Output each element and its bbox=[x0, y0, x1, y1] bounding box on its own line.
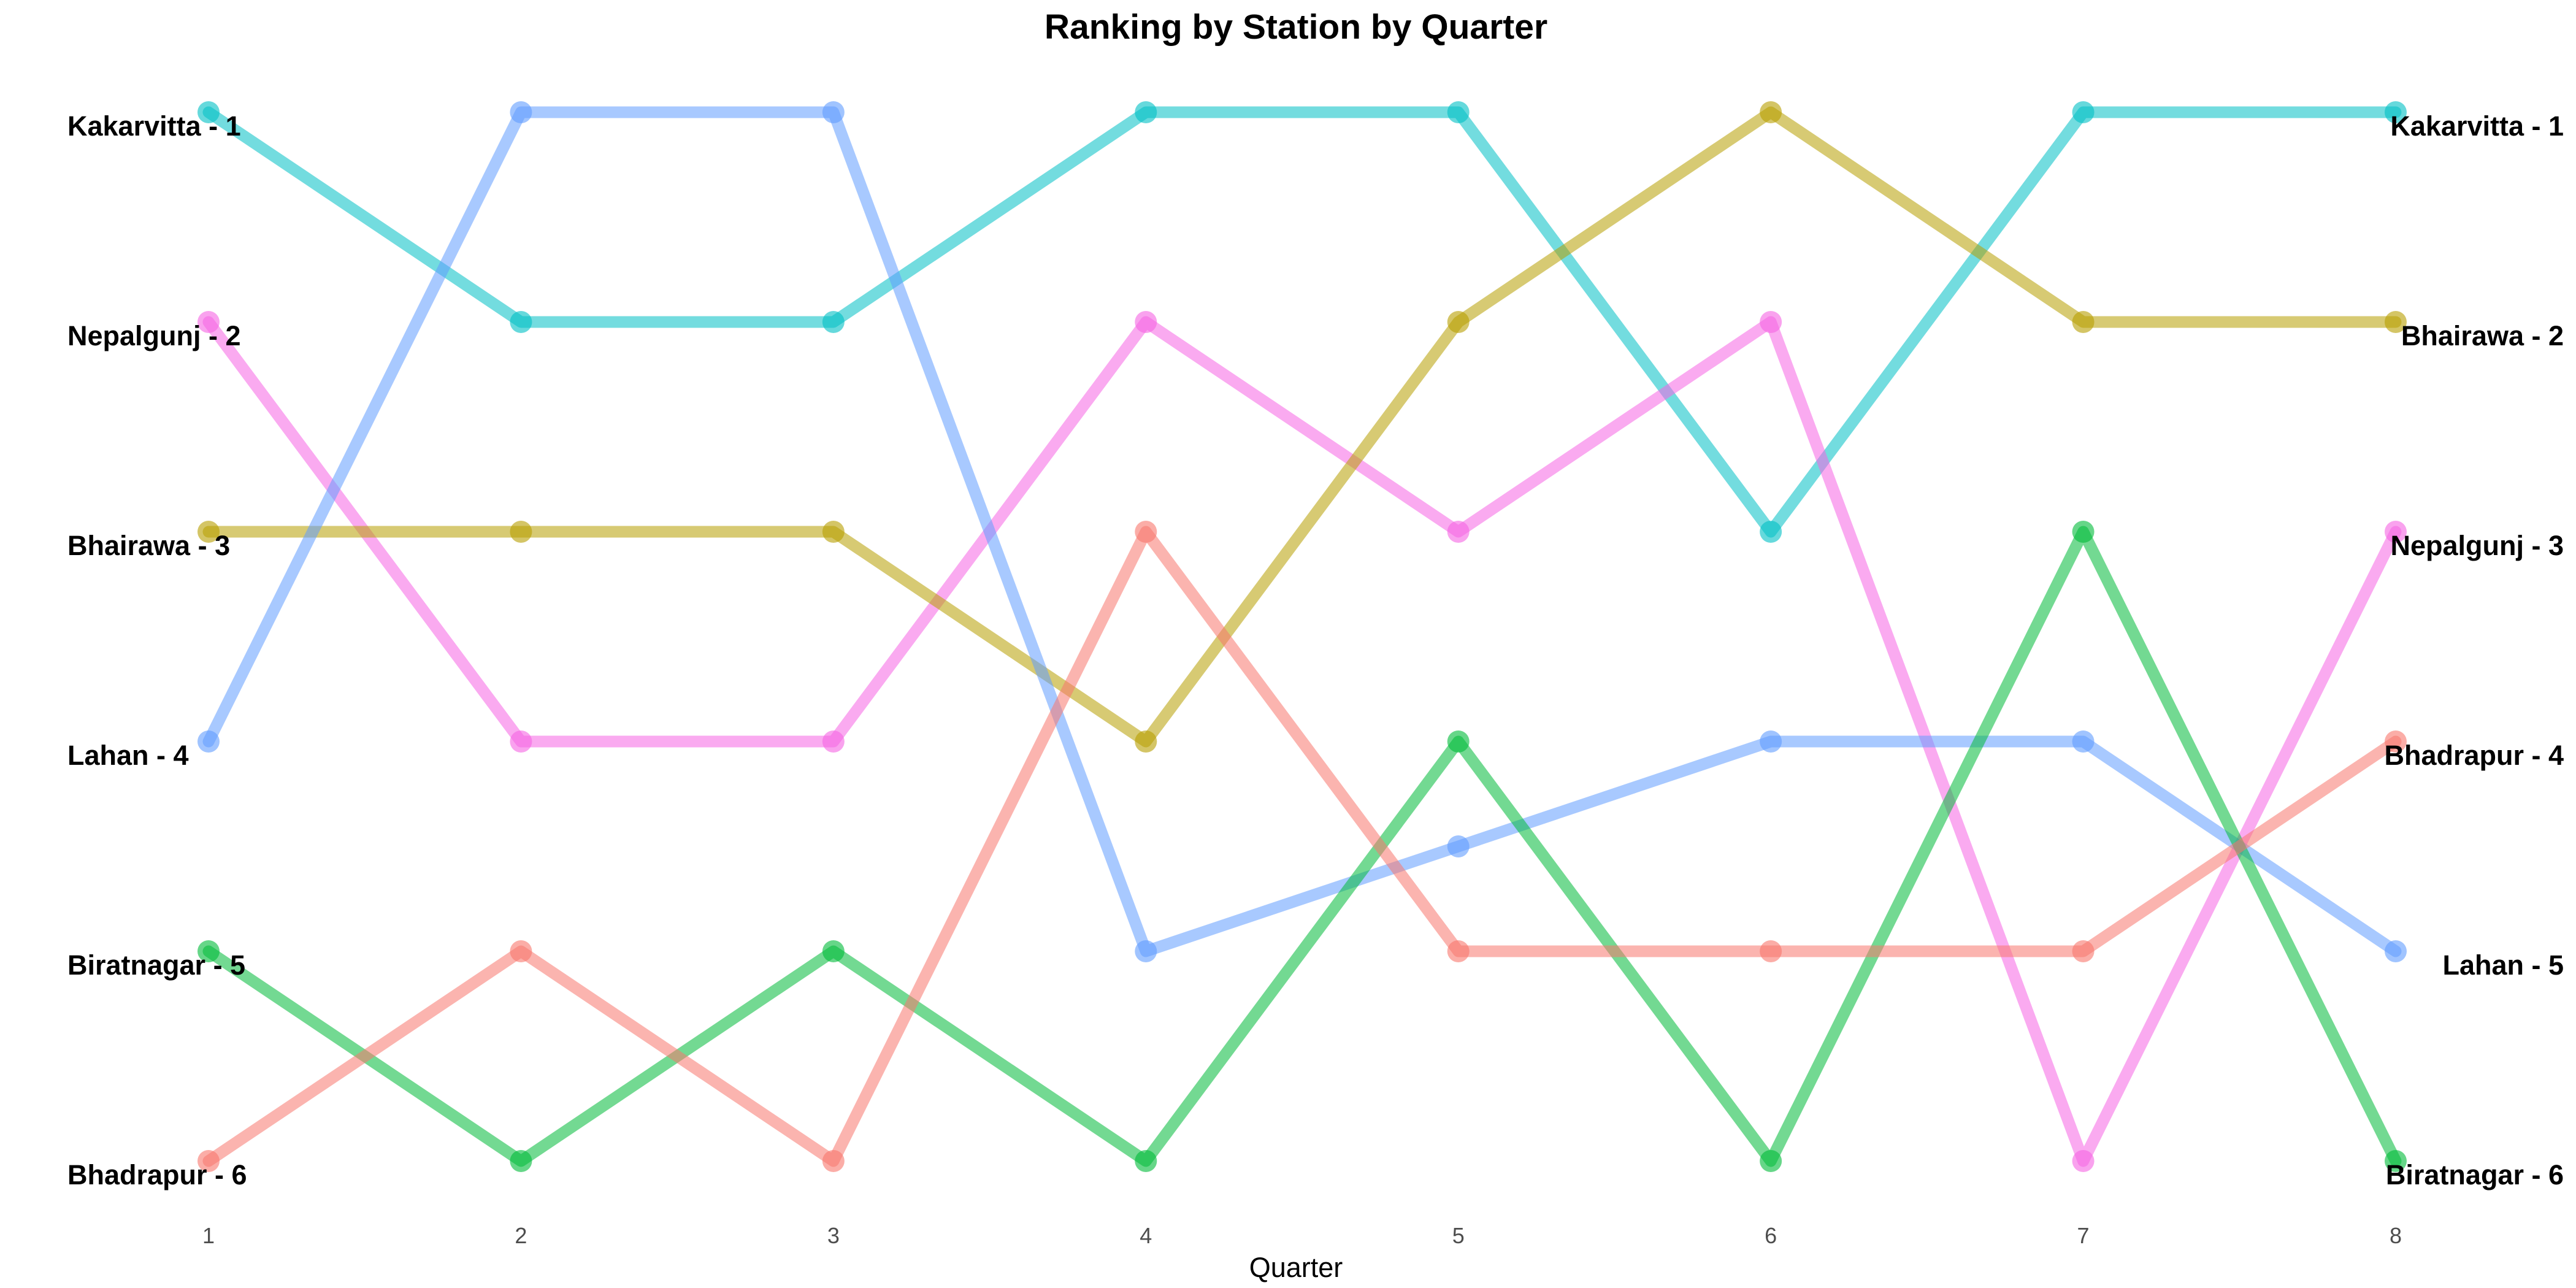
right-rank-label: Lahan - 5 bbox=[2442, 949, 2564, 981]
data-point-bhairawa bbox=[822, 521, 845, 543]
data-point-bhadrapur bbox=[1447, 940, 1470, 962]
x-tick-label: 1 bbox=[202, 1223, 215, 1248]
data-point-bhairawa bbox=[2072, 311, 2095, 333]
data-point-nepalgunj bbox=[1447, 521, 1470, 543]
data-point-nepalgunj bbox=[1135, 311, 1157, 333]
x-tick-label: 7 bbox=[2077, 1223, 2090, 1248]
data-point-biratnagar bbox=[822, 940, 845, 962]
data-point-bhadrapur bbox=[2385, 730, 2407, 753]
x-tick-label: 3 bbox=[827, 1223, 840, 1248]
right-rank-label: Nepalgunj - 3 bbox=[2390, 530, 2564, 561]
data-point-nepalgunj bbox=[2385, 521, 2407, 543]
data-point-bhairawa bbox=[197, 521, 220, 543]
data-point-kakarvitta bbox=[1135, 101, 1157, 123]
data-point-bhadrapur bbox=[1760, 940, 1782, 962]
data-point-bhairawa bbox=[1447, 311, 1470, 333]
right-rank-label: Kakarvitta - 1 bbox=[2390, 110, 2564, 142]
x-tick-label: 2 bbox=[515, 1223, 527, 1248]
left-rank-label: Nepalgunj - 2 bbox=[67, 320, 241, 351]
data-point-lahan bbox=[822, 101, 845, 123]
data-point-bhairawa bbox=[1760, 101, 1782, 123]
data-point-bhairawa bbox=[2385, 311, 2407, 333]
data-point-bhadrapur bbox=[197, 1150, 220, 1172]
data-point-biratnagar bbox=[1447, 730, 1470, 753]
x-tick-label: 5 bbox=[1452, 1223, 1465, 1248]
data-point-nepalgunj bbox=[197, 311, 220, 333]
series-points bbox=[197, 101, 2407, 1172]
data-point-biratnagar bbox=[1760, 1150, 1782, 1172]
chart-title: Ranking by Station by Quarter bbox=[1045, 7, 1547, 47]
left-rank-label: Bhairawa - 3 bbox=[67, 530, 230, 561]
data-point-bhairawa bbox=[1135, 730, 1157, 753]
data-point-kakarvitta bbox=[822, 311, 845, 333]
data-point-lahan bbox=[2385, 940, 2407, 962]
data-point-lahan bbox=[2072, 730, 2095, 753]
data-point-nepalgunj bbox=[2072, 1150, 2095, 1172]
series-line-bhadrapur bbox=[202, 526, 2402, 1167]
series-line-kakarvitta bbox=[202, 106, 2402, 538]
data-point-lahan bbox=[1447, 835, 1470, 857]
series-lines bbox=[202, 106, 2402, 1167]
x-tick-label: 8 bbox=[2390, 1223, 2402, 1248]
data-point-lahan bbox=[1760, 730, 1782, 753]
data-point-kakarvitta bbox=[2072, 101, 2095, 123]
data-point-kakarvitta bbox=[510, 311, 532, 333]
data-point-kakarvitta bbox=[1447, 101, 1470, 123]
data-point-bhadrapur bbox=[510, 940, 532, 962]
series-line-lahan bbox=[202, 106, 2402, 957]
data-point-kakarvitta bbox=[1760, 521, 1782, 543]
left-rank-label: Lahan - 4 bbox=[67, 740, 189, 771]
left-rank-label: Biratnagar - 5 bbox=[67, 949, 245, 981]
series-line-nepalgunj bbox=[202, 316, 2402, 1167]
data-point-biratnagar bbox=[197, 940, 220, 962]
data-point-bhadrapur bbox=[2072, 940, 2095, 962]
x-tick-label: 6 bbox=[1765, 1223, 1777, 1248]
data-point-nepalgunj bbox=[1760, 311, 1782, 333]
data-point-lahan bbox=[510, 101, 532, 123]
series-line-bhairawa bbox=[202, 106, 2402, 748]
data-point-lahan bbox=[197, 730, 220, 753]
data-point-bhadrapur bbox=[822, 1150, 845, 1172]
data-point-biratnagar bbox=[510, 1150, 532, 1172]
data-point-nepalgunj bbox=[822, 730, 845, 753]
right-rank-label: Bhairawa - 2 bbox=[2401, 320, 2564, 351]
data-point-biratnagar bbox=[2385, 1150, 2407, 1172]
right-rank-label: Bhadrapur - 4 bbox=[2384, 740, 2564, 771]
series-line-biratnagar bbox=[202, 526, 2402, 1167]
end-labels: Kakarvitta - 1 Nepalgunj - 2 Bhairawa - 3 L… bbox=[67, 110, 2564, 1190]
data-point-nepalgunj bbox=[510, 730, 532, 753]
data-point-biratnagar bbox=[1135, 1150, 1157, 1172]
data-point-biratnagar bbox=[2072, 521, 2095, 543]
data-point-bhadrapur bbox=[1135, 521, 1157, 543]
data-point-lahan bbox=[1135, 940, 1157, 962]
left-rank-label: Kakarvitta - 1 bbox=[67, 110, 241, 142]
right-rank-label: Biratnagar - 6 bbox=[2386, 1159, 2564, 1190]
x-axis-label: Quarter bbox=[1249, 1252, 1343, 1283]
data-point-kakarvitta bbox=[197, 101, 220, 123]
x-tick-label: 4 bbox=[1140, 1223, 1152, 1248]
data-point-bhairawa bbox=[510, 521, 532, 543]
data-point-kakarvitta bbox=[2385, 101, 2407, 123]
left-rank-label: Bhadrapur - 6 bbox=[67, 1159, 247, 1190]
x-axis-ticks: 1 2 3 4 5 6 7 8 bbox=[202, 1223, 2402, 1248]
